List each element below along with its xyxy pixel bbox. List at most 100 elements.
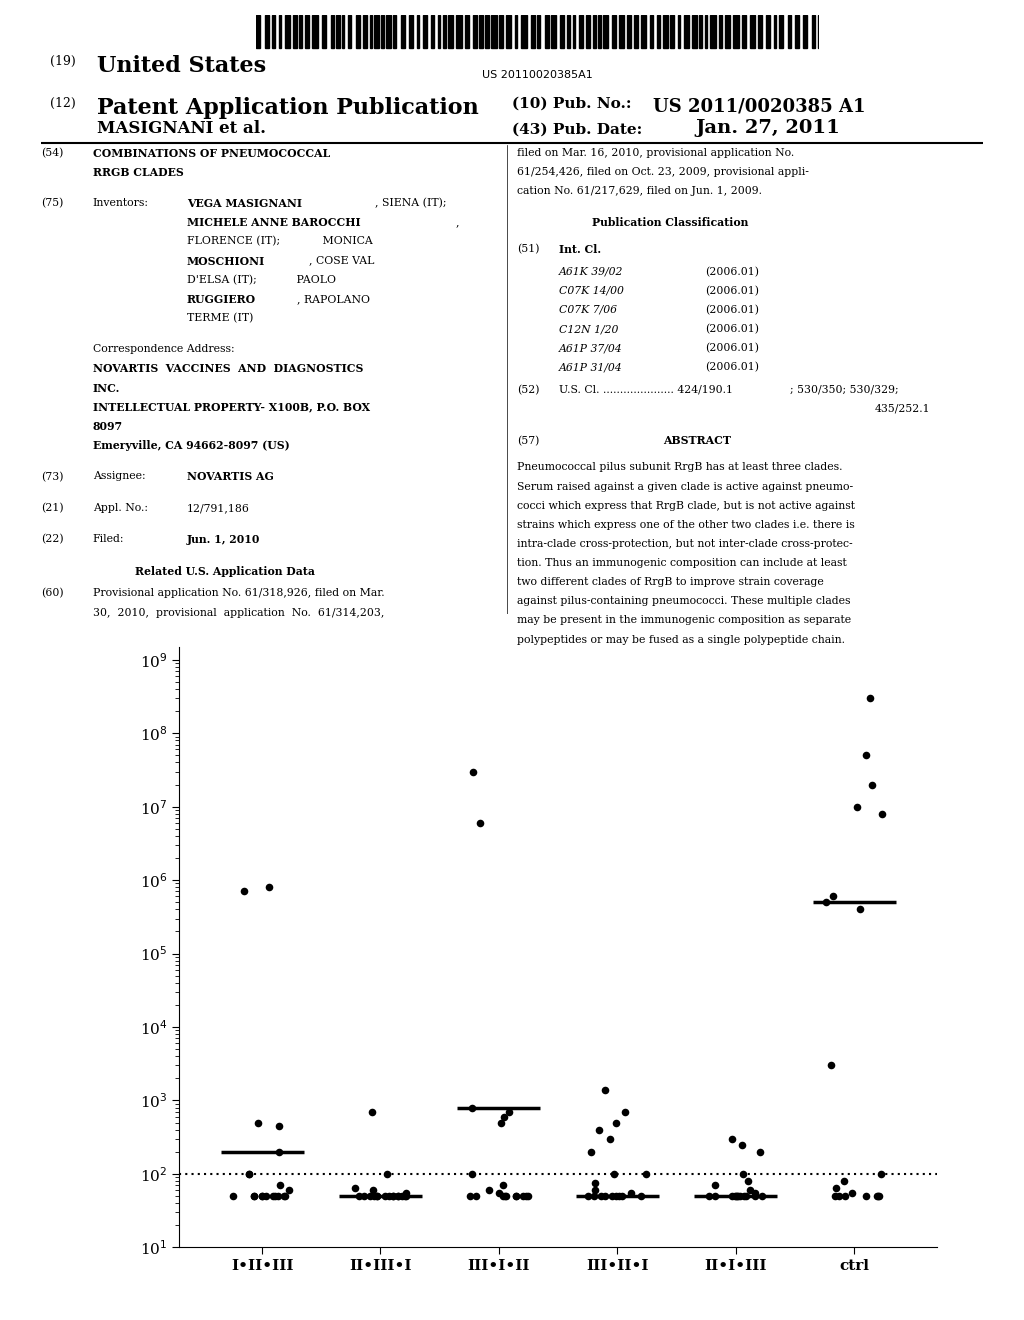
Bar xyxy=(538,15,541,48)
Text: Inventors:: Inventors: xyxy=(93,198,148,209)
Text: RUGGIERO: RUGGIERO xyxy=(187,294,256,305)
Text: intra-clade cross-protection, but not inter-clade cross-protec-: intra-clade cross-protection, but not in… xyxy=(517,539,852,549)
Point xyxy=(462,1185,478,1206)
Point xyxy=(369,1185,385,1206)
Point xyxy=(753,1142,769,1163)
Bar xyxy=(733,15,738,48)
Bar xyxy=(787,15,791,48)
Bar xyxy=(437,15,440,48)
Bar xyxy=(280,15,282,48)
Bar xyxy=(741,15,745,48)
Text: NOVARTIS  VACCINES  AND  DIAGNOSTICS: NOVARTIS VACCINES AND DIAGNOSTICS xyxy=(93,363,364,375)
Point xyxy=(730,1185,746,1206)
Bar xyxy=(725,15,730,48)
Bar xyxy=(355,15,360,48)
Text: 12/791,186: 12/791,186 xyxy=(187,503,250,513)
Bar xyxy=(664,15,669,48)
Bar xyxy=(374,15,379,48)
Bar xyxy=(386,15,391,48)
Text: A61P 37/04: A61P 37/04 xyxy=(559,343,623,354)
Text: (2006.01): (2006.01) xyxy=(706,267,759,277)
Bar xyxy=(381,15,384,48)
Bar xyxy=(699,15,701,48)
Text: (2006.01): (2006.01) xyxy=(706,325,759,334)
Text: ; 530/350; 530/329;: ; 530/350; 530/329; xyxy=(790,385,898,395)
Point xyxy=(241,1163,257,1184)
Point xyxy=(872,1163,889,1184)
Text: RRGB CLADES: RRGB CLADES xyxy=(93,166,183,178)
Text: (51): (51) xyxy=(517,244,540,255)
Point xyxy=(384,1185,400,1206)
Bar xyxy=(603,15,608,48)
Point xyxy=(614,1185,631,1206)
Bar xyxy=(473,15,477,48)
Bar xyxy=(506,15,511,48)
Text: strains which express one of the other two clades i.e. there is: strains which express one of the other t… xyxy=(517,520,854,529)
Text: (43) Pub. Date:: (43) Pub. Date: xyxy=(512,123,642,137)
Point xyxy=(831,1185,848,1206)
Bar xyxy=(641,15,646,48)
Point xyxy=(270,1142,287,1163)
Point xyxy=(390,1185,407,1206)
Bar xyxy=(347,15,351,48)
Bar xyxy=(551,15,556,48)
Text: 61/254,426, filed on Oct. 23, 2009, provisional appli-: 61/254,426, filed on Oct. 23, 2009, prov… xyxy=(517,166,809,177)
Bar xyxy=(521,15,527,48)
Point xyxy=(276,1185,293,1206)
Text: (54): (54) xyxy=(41,148,63,158)
Text: (2006.01): (2006.01) xyxy=(706,363,759,372)
Text: (10) Pub. No.:: (10) Pub. No.: xyxy=(512,98,632,111)
Text: 435/252.1: 435/252.1 xyxy=(874,404,931,414)
Point xyxy=(849,796,865,817)
Point xyxy=(225,1185,242,1206)
Point xyxy=(254,1185,270,1206)
Bar xyxy=(671,15,674,48)
Point xyxy=(355,1185,372,1206)
Point xyxy=(870,1185,887,1206)
Bar xyxy=(485,15,489,48)
Point xyxy=(869,1185,886,1206)
Bar xyxy=(264,15,269,48)
Point xyxy=(381,1185,397,1206)
Point xyxy=(701,1185,718,1206)
Text: Jun. 1, 2010: Jun. 1, 2010 xyxy=(187,535,260,545)
Point xyxy=(497,1185,513,1206)
Point xyxy=(735,1163,752,1184)
Text: filed on Mar. 16, 2010, provisional application No.: filed on Mar. 16, 2010, provisional appl… xyxy=(517,148,794,157)
Bar xyxy=(692,15,696,48)
Point xyxy=(396,1185,413,1206)
Bar xyxy=(465,15,469,48)
Point xyxy=(616,1101,633,1122)
Point xyxy=(734,1134,751,1155)
Text: Publication Classification: Publication Classification xyxy=(592,218,749,228)
Point xyxy=(468,1185,484,1206)
Bar xyxy=(409,15,413,48)
Point xyxy=(724,1185,740,1206)
Point xyxy=(497,1106,513,1127)
Bar xyxy=(336,15,340,48)
Bar xyxy=(417,15,420,48)
Bar xyxy=(572,15,575,48)
Text: MONICA: MONICA xyxy=(318,236,373,247)
Point xyxy=(394,1185,411,1206)
Bar xyxy=(774,15,776,48)
Bar xyxy=(586,15,590,48)
Point xyxy=(748,1183,764,1204)
Point xyxy=(818,892,835,913)
Point xyxy=(271,1175,288,1196)
Point xyxy=(755,1185,771,1206)
Text: (52): (52) xyxy=(517,385,540,395)
Bar xyxy=(305,15,309,48)
Point xyxy=(515,1185,531,1206)
Text: (2006.01): (2006.01) xyxy=(706,343,759,354)
Text: Jan. 27, 2011: Jan. 27, 2011 xyxy=(695,119,841,137)
Text: Filed:: Filed: xyxy=(93,535,124,544)
Point xyxy=(265,1185,282,1206)
Point xyxy=(836,1171,852,1192)
Bar xyxy=(479,15,483,48)
Point xyxy=(365,1101,381,1122)
Point xyxy=(241,1163,257,1184)
Text: , RAPOLANO: , RAPOLANO xyxy=(297,294,371,304)
Text: Emeryville, CA 94662-8097 (US): Emeryville, CA 94662-8097 (US) xyxy=(93,440,290,451)
Bar xyxy=(566,15,570,48)
